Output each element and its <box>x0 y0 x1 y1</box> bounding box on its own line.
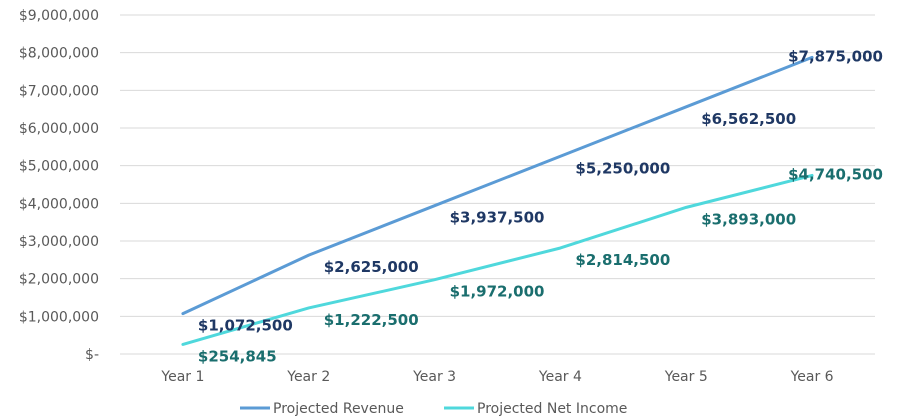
data-label: $254,845 <box>198 347 277 365</box>
legend-label: Projected Net Income <box>477 401 627 417</box>
series-line-net-income <box>181 173 814 346</box>
data-label: $5,250,000 <box>575 159 670 177</box>
x-tick-label: Year 6 <box>790 369 834 385</box>
y-tick-label: $3,000,000 <box>19 234 99 250</box>
data-label: $3,893,000 <box>701 210 796 228</box>
x-tick-label: Year 4 <box>538 369 582 385</box>
y-tick-label: $- <box>85 347 99 363</box>
data-label: $7,875,000 <box>788 47 883 65</box>
data-label: $2,814,500 <box>575 251 670 269</box>
data-label: $1,072,500 <box>198 317 293 335</box>
y-tick-label: $5,000,000 <box>19 159 99 175</box>
data-label: $1,222,500 <box>324 311 419 329</box>
data-label: $1,972,000 <box>450 283 545 301</box>
x-tick-label: Year 1 <box>160 369 204 385</box>
y-tick-label: $7,000,000 <box>19 83 99 99</box>
y-tick-label: $8,000,000 <box>19 46 99 62</box>
x-tick-label: Year 5 <box>664 369 708 385</box>
y-tick-label: $1,000,000 <box>19 309 99 325</box>
x-tick-label: Year 2 <box>286 369 330 385</box>
y-tick-label: $6,000,000 <box>19 121 99 137</box>
y-tick-label: $9,000,000 <box>19 8 99 24</box>
y-tick-label: $4,000,000 <box>19 196 99 212</box>
data-label: $6,562,500 <box>701 110 796 128</box>
series-line-revenue <box>181 55 814 316</box>
data-label: $2,625,000 <box>324 258 419 276</box>
data-label: $4,740,500 <box>788 165 883 183</box>
y-tick-label: $2,000,000 <box>19 272 99 288</box>
data-label: $3,937,500 <box>450 209 545 227</box>
x-tick-label: Year 3 <box>412 369 456 385</box>
legend-label: Projected Revenue <box>273 401 404 417</box>
